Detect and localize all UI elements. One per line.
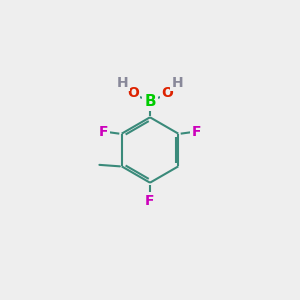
Text: B: B: [144, 94, 156, 110]
Text: O: O: [161, 86, 173, 100]
Text: H: H: [172, 76, 184, 89]
Text: O: O: [127, 86, 139, 100]
Text: F: F: [99, 125, 109, 139]
Text: F: F: [145, 194, 155, 208]
Text: F: F: [191, 125, 201, 139]
Text: H: H: [116, 76, 128, 89]
